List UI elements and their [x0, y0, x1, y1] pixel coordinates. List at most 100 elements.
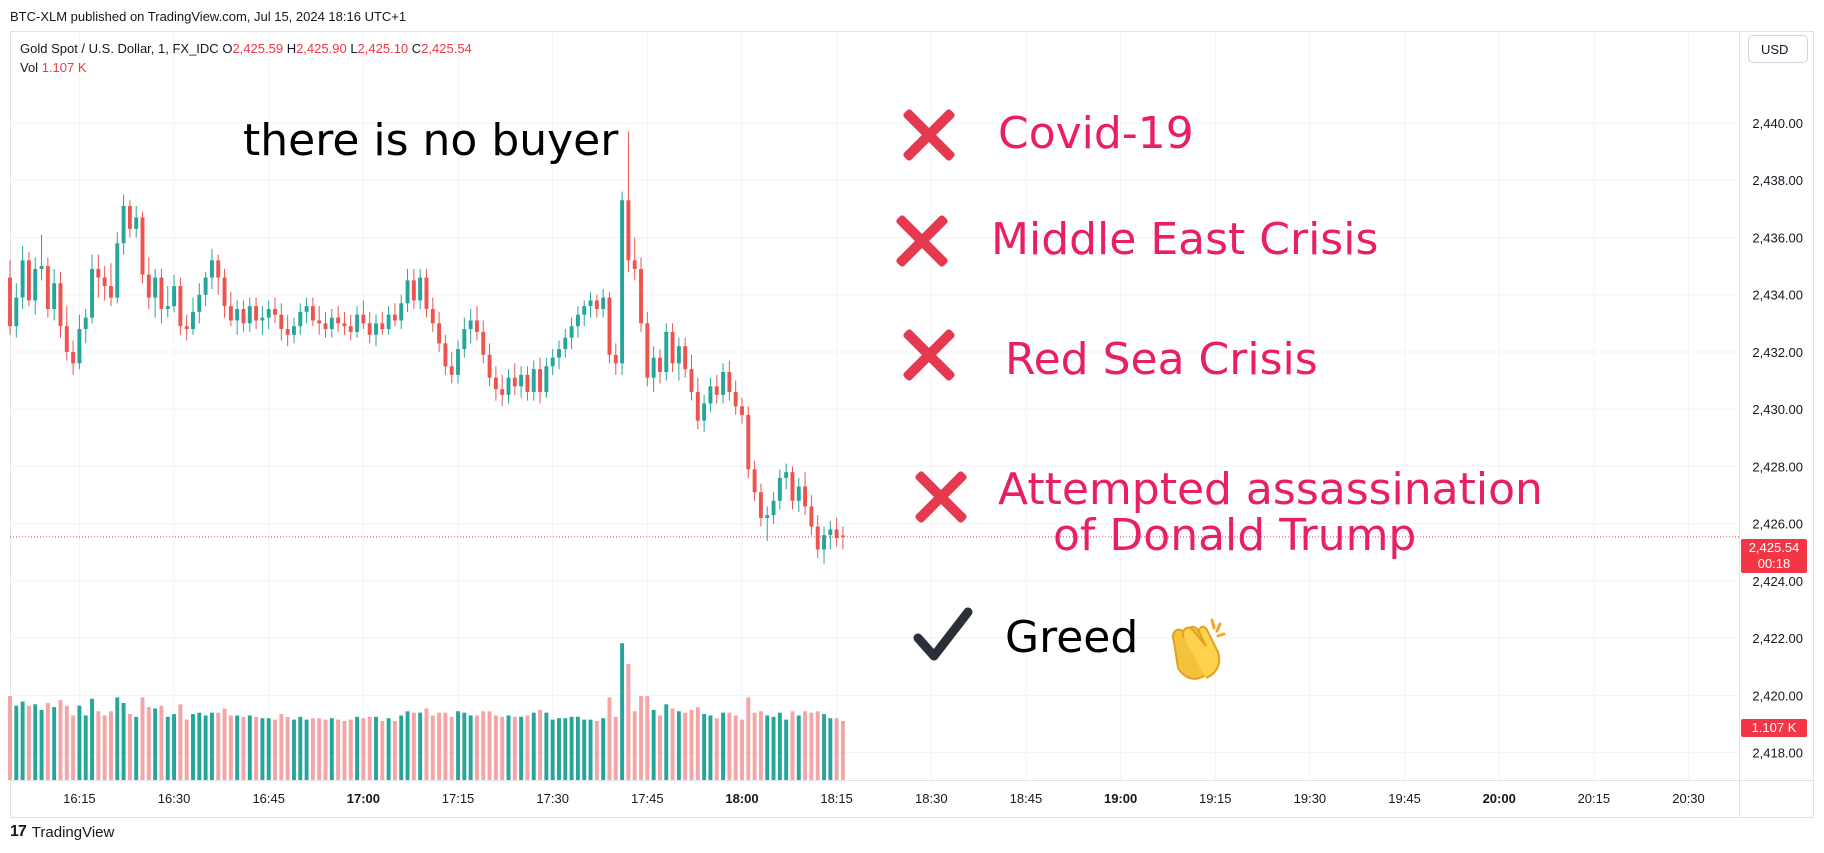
candle-body [449, 366, 454, 375]
cross-mark-icon [900, 106, 958, 164]
price-tick-label: 2,440.00 [1752, 116, 1803, 131]
candle-body [487, 354, 492, 378]
candle-body [33, 268, 38, 301]
volume-bar [235, 715, 240, 780]
volume-bar [424, 708, 429, 780]
volume-bar [575, 716, 580, 780]
time-tick-label: 18:15 [820, 791, 853, 806]
volume-bar [645, 695, 650, 780]
currency-button[interactable]: USD [1748, 35, 1808, 63]
time-tick-label: 19:45 [1388, 791, 1421, 806]
candle-body [784, 472, 789, 478]
candle-body [102, 277, 107, 287]
volume-bar [222, 708, 227, 780]
grid-lines [10, 31, 1739, 780]
volume-bar [348, 719, 353, 780]
volume-bar [607, 697, 612, 780]
volume-bar [285, 716, 290, 780]
candle-body [437, 323, 442, 344]
candle-body [26, 260, 31, 301]
volume-bar [449, 716, 454, 780]
volume-bar [191, 714, 195, 780]
bar-countdown: 00:18 [1757, 556, 1791, 571]
volume-bar [336, 719, 341, 780]
volume-bar [746, 697, 751, 780]
candle-body [279, 314, 284, 330]
reason-covid: Covid-19 [998, 108, 1194, 159]
time-tick-label: 20:15 [1578, 791, 1611, 806]
volume-bar [392, 721, 397, 780]
volume-bar [58, 700, 63, 780]
candle-body [399, 303, 404, 321]
volume-bar [102, 715, 107, 780]
volume-bar [247, 715, 252, 780]
volume-bar [273, 719, 277, 780]
published-note: BTC-XLM published on TradingView.com, Ju… [10, 9, 407, 24]
price-tick-label: 2,438.00 [1752, 173, 1803, 188]
candle-body [165, 306, 170, 310]
volume-badge: 1.107 K [1741, 719, 1807, 737]
volume-bar [121, 702, 126, 780]
reason-middle-east: Middle East Crisis [991, 214, 1379, 265]
legend-high-value: 2,425.90 [296, 41, 347, 56]
price-axis-labels: 2,418.00 2,420.00 2,422.00 2,424.00 2,426.00… [1752, 116, 1803, 761]
volume-bar [557, 718, 561, 780]
volume-bar [386, 718, 391, 780]
candle-body [310, 306, 315, 321]
volume-bar [588, 719, 593, 780]
candle-body [531, 369, 536, 393]
candle-body [96, 268, 101, 278]
candle-body [191, 311, 195, 330]
volume-bar [96, 711, 101, 780]
volume-bar [405, 711, 410, 780]
volume-bar [260, 718, 265, 780]
volume-bar [708, 715, 713, 780]
volume-bar [670, 708, 675, 780]
clapping-hands-icon [1172, 618, 1226, 680]
volume-bar [159, 705, 164, 780]
volume-bar [582, 719, 587, 780]
volume-bar [298, 716, 303, 780]
volume-bar [620, 643, 625, 780]
candle-body [456, 349, 460, 375]
time-tick-label: 20:30 [1672, 791, 1705, 806]
candle-body [134, 217, 139, 229]
candle-body [563, 337, 568, 350]
volume-bars [8, 643, 845, 780]
candle-body [58, 283, 63, 327]
time-tick-label: 18:00 [725, 791, 758, 806]
volume-bar [784, 719, 789, 780]
candle-body [840, 535, 845, 537]
tradingview-logo[interactable]: 17 TradingView [10, 823, 114, 841]
volume-bar [771, 716, 776, 780]
volume-bar [77, 705, 82, 780]
volume-bar [613, 716, 618, 780]
volume-bar [437, 712, 442, 780]
chart-frame [10, 31, 1814, 818]
candle-body [184, 326, 189, 330]
candle-body [71, 351, 76, 364]
candle-body [651, 357, 656, 378]
price-tick-label: 2,426.00 [1752, 517, 1803, 532]
candle-body [52, 283, 57, 310]
candle-body [235, 309, 240, 321]
volume-bar [493, 715, 498, 780]
chart-legend: Gold Spot / U.S. Dollar, 1, FX_IDC O2,42… [20, 39, 472, 77]
volume-bar [64, 705, 69, 780]
candle-body [127, 205, 132, 229]
volume-bar [695, 707, 700, 780]
volume-bar [676, 711, 681, 780]
volume-bar [109, 711, 113, 780]
candles [8, 131, 845, 564]
time-tick-label: 16:45 [252, 791, 285, 806]
volume-bar [721, 712, 726, 780]
cross-mark-icon [893, 212, 951, 270]
candle-body [405, 280, 410, 304]
candle-body [695, 392, 700, 421]
candle-body [620, 200, 625, 364]
check-mark-icon [913, 607, 973, 661]
reason-red-sea: Red Sea Crisis [1005, 334, 1318, 385]
volume-bar [550, 719, 555, 780]
candle-body [109, 286, 113, 298]
